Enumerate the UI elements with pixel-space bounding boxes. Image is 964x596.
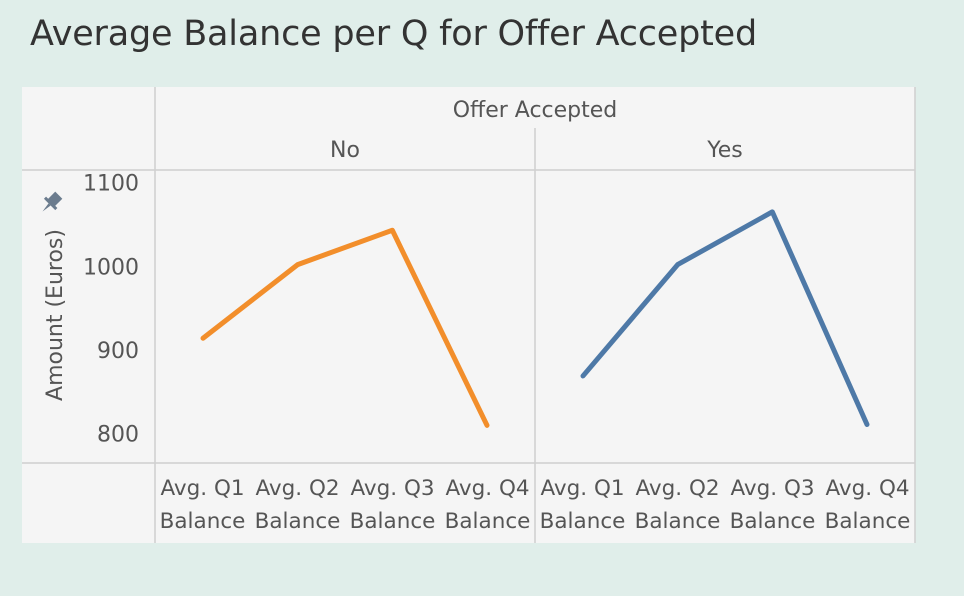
x-tick-label: Avg. Q3 — [730, 476, 814, 501]
x-tick-label: Balance — [255, 509, 341, 534]
panel-no: No — [200, 138, 490, 428]
x-tick-label: Avg. Q1 — [540, 476, 624, 501]
x-tick-label: Avg. Q1 — [160, 476, 244, 501]
chart-frame — [22, 87, 916, 543]
column-header: Offer Accepted — [453, 98, 618, 123]
series-line[interactable] — [200, 227, 490, 428]
x-tick-label: Balance — [730, 509, 816, 534]
panel-yes: Yes — [580, 138, 870, 427]
x-tick-label: Avg. Q4 — [825, 476, 909, 501]
y-tick-label: 800 — [97, 423, 139, 448]
y-axis-title: Amount (Euros) — [43, 229, 68, 401]
chart-background — [22, 87, 915, 543]
x-tick-label: Avg. Q2 — [255, 476, 339, 501]
x-tick-label: Avg. Q2 — [635, 476, 719, 501]
x-tick-label: Balance — [160, 509, 246, 534]
x-tick-label: Avg. Q3 — [350, 476, 434, 501]
series-line[interactable] — [580, 209, 870, 427]
y-tick-label: 900 — [97, 339, 139, 364]
x-tick-label: Avg. Q4 — [445, 476, 529, 501]
x-tick-label: Balance — [825, 509, 911, 534]
x-tick-label: Balance — [635, 509, 721, 534]
y-tick-label: 1100 — [83, 172, 139, 197]
y-tick-label: 1000 — [83, 255, 139, 280]
panel-header: Yes — [706, 138, 743, 163]
x-tick-label: Balance — [540, 509, 626, 534]
x-tick-label: Balance — [445, 509, 531, 534]
chart-title: Average Balance per Q for Offer Accepted — [30, 14, 758, 54]
panel-header: No — [330, 138, 360, 163]
pin-icon[interactable] — [37, 190, 65, 218]
x-tick-label: Balance — [350, 509, 436, 534]
